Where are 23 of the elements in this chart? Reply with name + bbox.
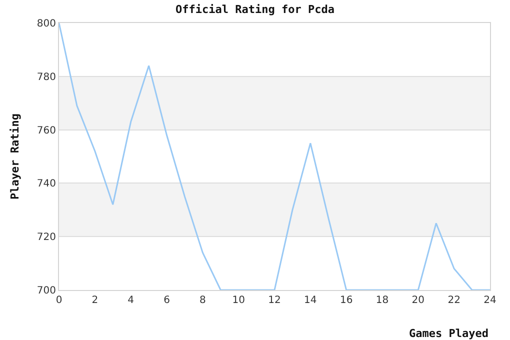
y-tick-label: 740 — [36, 178, 56, 190]
y-tick-label: 700 — [36, 286, 56, 296]
y-tick-label: 780 — [36, 72, 56, 83]
x-tick-label: 18 — [376, 295, 389, 306]
x-tick-label: 6 — [164, 295, 170, 306]
x-tick-label: 8 — [199, 295, 206, 306]
x-tick-label: 12 — [268, 295, 281, 306]
x-tick-label: 22 — [448, 295, 460, 306]
x-tick-label: 24 — [484, 295, 496, 306]
y-tick-label: 800 — [36, 18, 56, 30]
x-tick-label: 0 — [56, 295, 62, 306]
line-series — [59, 23, 490, 290]
x-axis-title: Games Played — [409, 327, 488, 340]
y-tick-label: 720 — [36, 232, 56, 244]
x-tick-label: 20 — [412, 295, 425, 306]
x-tick-label: 4 — [128, 295, 134, 306]
y-axis-title: Player Rating — [8, 113, 22, 200]
x-tick-label: 10 — [232, 295, 245, 306]
x-tick-label: 14 — [304, 295, 317, 306]
x-tick-label: 2 — [92, 295, 98, 306]
y-tick-label: 760 — [36, 125, 56, 136]
x-tick-label: 16 — [340, 295, 353, 306]
chart-title: Official Rating for Pcda — [176, 2, 334, 16]
